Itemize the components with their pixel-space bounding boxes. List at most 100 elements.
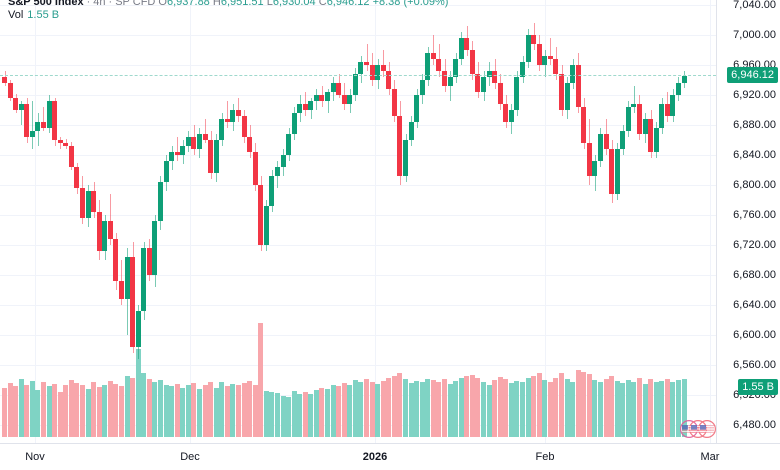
candle-body — [453, 59, 459, 77]
legend-symbol-row[interactable]: S&P 500 Index · 4h · SP CFD O6,937.88 H6,951… — [8, 0, 448, 9]
candle-body — [520, 62, 525, 77]
candle-body — [91, 191, 97, 212]
candle-body — [408, 122, 414, 140]
volume-bar — [163, 384, 169, 437]
volume-bar — [241, 383, 247, 437]
volume-bar — [313, 389, 319, 437]
volume-bar — [258, 322, 264, 437]
volume-bar — [653, 382, 659, 437]
volume-bar — [570, 381, 576, 437]
candle-body — [157, 182, 163, 221]
candle-body — [286, 134, 292, 155]
candle-body — [603, 134, 609, 149]
candle-body — [52, 101, 58, 140]
candle-body — [531, 35, 537, 44]
candle-body — [592, 161, 598, 176]
close-label: C — [318, 0, 327, 8]
candle-body — [631, 104, 637, 107]
interval-label[interactable]: 4h — [93, 0, 106, 8]
price-axis-tick: 6,760.00 — [733, 209, 776, 221]
candle-body — [436, 59, 442, 71]
candle-body — [302, 104, 308, 110]
candle-body — [185, 137, 191, 146]
gridline-horizontal — [0, 5, 716, 6]
legend-volume-row[interactable]: Vol 1.55 B — [8, 9, 448, 22]
candle-body — [636, 104, 642, 134]
volume-bar — [352, 380, 358, 437]
candle-body — [313, 95, 319, 101]
volume-bar — [63, 385, 69, 437]
volume-bar — [586, 374, 592, 437]
candle-body — [380, 65, 386, 71]
volume-bar — [675, 380, 681, 437]
exchange-label: SP CFD — [115, 0, 156, 8]
candle-body — [135, 311, 141, 347]
candle-body — [24, 104, 30, 137]
candle-body — [263, 206, 269, 245]
volume-bar — [575, 369, 581, 437]
candle-body — [575, 65, 581, 107]
volume-bar — [52, 383, 58, 437]
volume-bar — [79, 384, 85, 437]
time-axis[interactable]: Nov Dec 2026 Feb Mar — [0, 443, 780, 470]
gridline-horizontal — [0, 185, 716, 186]
candle-body — [146, 248, 152, 275]
price-axis-tick: 6,480.00 — [733, 419, 776, 431]
volume-bar — [386, 377, 392, 437]
time-axis-tick: Feb — [535, 451, 555, 463]
volume-bar — [364, 378, 370, 437]
candle-body — [597, 134, 603, 161]
candle-body — [29, 131, 35, 137]
volume-bar — [475, 377, 481, 437]
candle-body — [442, 71, 448, 86]
chart-plot-area[interactable] — [0, 0, 716, 443]
volume-bar — [219, 381, 225, 437]
candle-wick — [205, 119, 207, 143]
symbol-name[interactable]: S&P 500 Index — [8, 0, 84, 8]
volume-badge: 1.55 B — [738, 379, 778, 395]
candle-body — [230, 110, 236, 122]
candle-wick — [433, 35, 435, 65]
candle-body — [224, 119, 230, 122]
candle-wick — [110, 194, 112, 245]
candle-wick — [227, 101, 229, 128]
candle-body — [664, 104, 670, 116]
gridline-vertical — [35, 0, 36, 443]
candle-body — [113, 239, 119, 281]
candle-body — [18, 104, 24, 110]
volume-bar — [135, 348, 141, 437]
volume-bar — [419, 382, 425, 437]
volume-bar — [35, 390, 41, 437]
gridline-horizontal — [0, 65, 716, 66]
brand-watermark-icon — [678, 419, 718, 439]
legend-sep-2: · — [108, 0, 113, 8]
volume-bar — [442, 379, 448, 437]
gridline-horizontal — [0, 35, 716, 36]
candle-body — [648, 119, 654, 152]
gridline-vertical — [375, 0, 376, 443]
price-axis-tick: 6,640.00 — [733, 299, 776, 311]
volume-bar — [85, 389, 91, 437]
candle-body — [369, 65, 375, 80]
volume-bar — [152, 381, 158, 437]
gridline-horizontal — [0, 335, 716, 336]
volume-bar — [536, 373, 542, 437]
volume-bar — [146, 379, 152, 437]
candle-body — [430, 53, 436, 59]
price-axis[interactable]: 7,040.00 7,000.00 6,960.00 6,920.00 6,880.00… — [716, 0, 780, 443]
candle-body — [40, 122, 46, 128]
candle-body — [397, 116, 403, 176]
volume-bar — [492, 380, 498, 437]
candle-body — [391, 89, 397, 116]
candle-body — [336, 83, 342, 95]
volume-bar — [252, 384, 258, 437]
volume-bar — [196, 389, 202, 437]
volume-bar — [107, 380, 113, 437]
volume-bar — [191, 383, 197, 437]
candle-body — [481, 77, 487, 92]
volume-bar — [481, 382, 487, 437]
volume-bar — [118, 386, 124, 437]
volume-bar — [40, 381, 46, 437]
price-axis-tick: 6,600.00 — [733, 329, 776, 341]
gridline-horizontal — [0, 245, 716, 246]
